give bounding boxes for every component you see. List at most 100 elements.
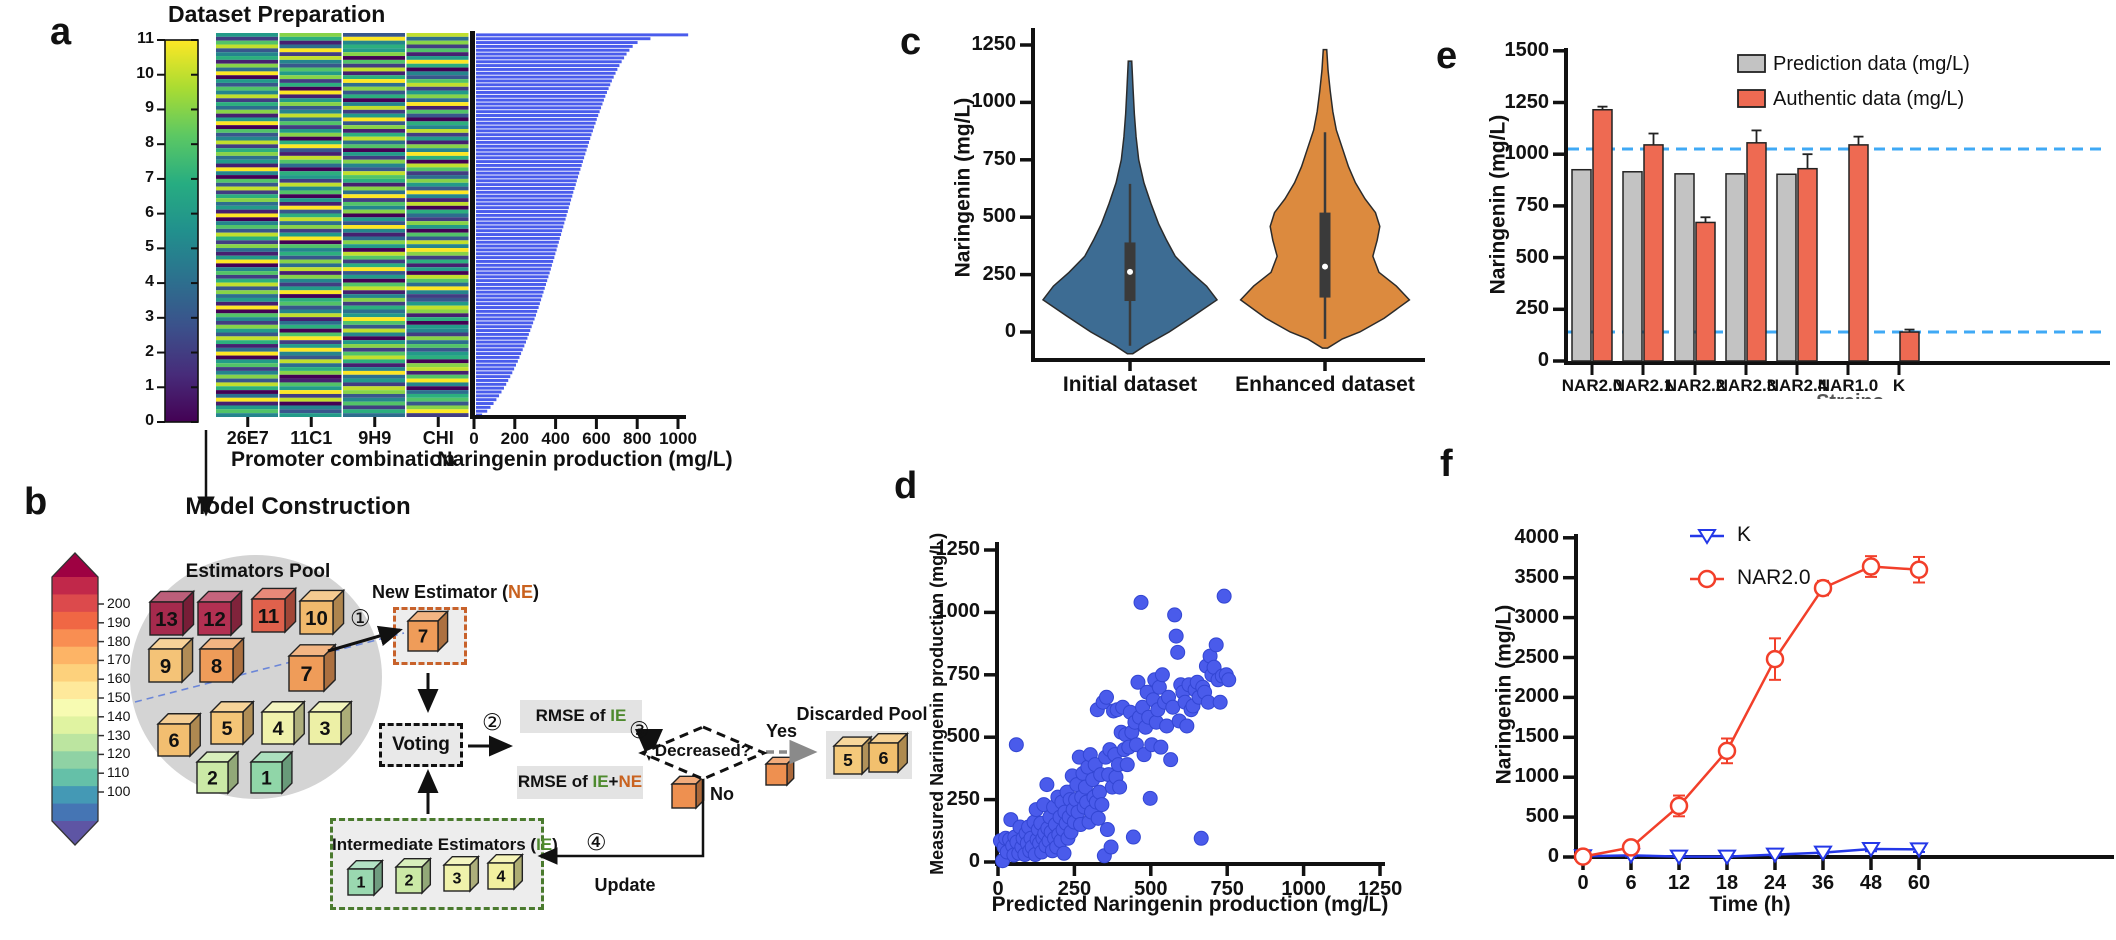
violin-category-label: Initial dataset [1062,373,1198,396]
flines-y-tick-label: 4000 [1514,525,1560,548]
colorbar-tick-label: 7 [145,168,154,186]
flines-y-tick-label: 3500 [1514,565,1560,588]
colorbar-tick-label: 11 [137,30,154,47]
spectral-tick-label: 200 [107,595,131,611]
scatter-y-tick-label: 750 [946,662,980,685]
flines-x-tick-label: 48 [1859,872,1883,894]
ebars-category-label: K [1892,376,1906,395]
spectral-tick-label: 140 [107,707,131,724]
colorbar-tick-label: 10 [136,64,154,82]
flines-y-tick-label: 1500 [1514,725,1560,748]
heatmap-col-label: 9H9 [358,428,392,448]
scatter-x-tick-label: 750 [1210,878,1244,900]
barchart-x-tick-label: 400 [541,429,570,448]
barchart-x-tick-label: 1000 [659,429,697,448]
scatter-x-tick-label: 0 [992,878,1004,900]
flines-y-tick-label: 3000 [1514,605,1560,628]
spectral-tick-label: 100 [107,783,131,799]
scatter-y-tick-label: 0 [968,850,980,872]
flines-x-tick-label: 0 [1577,872,1589,894]
legend-k-label: K [1737,523,1752,546]
scatter-x-tick-label: 250 [1057,878,1092,900]
flines-x-tick-label: 36 [1811,872,1835,894]
violin-y-tick-label: 0 [1004,320,1016,342]
barchart-x-tick-label: 600 [582,429,611,448]
ebars-category-label: NAR2.0 [1561,376,1623,395]
panel-c-letter: c [900,21,922,63]
step-3-badge: ③ [629,717,650,743]
colorbar-tick-label: 4 [145,273,154,291]
no-label: No [710,784,734,804]
intermediate-estimators-title: Intermediate Estimators (IE) [332,835,558,854]
violin-y-tick-label: 1250 [971,33,1017,55]
flines-x-tick-label: 60 [1907,872,1931,894]
flines-x-tick-label: 6 [1625,872,1637,894]
ebars-y-tick-label: 1500 [1504,38,1550,61]
colorbar-tick-label: 2 [145,342,154,360]
flines-x-tick-label: 18 [1715,872,1739,894]
spectral-tick-label: 130 [107,726,131,743]
ebars-y-tick-label: 250 [1515,297,1549,320]
ebars-y-tick-label: 750 [1515,193,1549,216]
discarded-pool-title: Discarded Pool [796,704,928,724]
legend-authentic-label: Authentic data (mg/L) [1773,88,1965,110]
new-estimator-title: New Estimator (NE) [372,582,540,602]
flines-y-tick-label: 500 [1525,805,1559,828]
flines-y-tick-label: 1000 [1514,765,1560,788]
panel-e-xlabel-clipped: Strains [1790,391,1910,399]
step-4-badge: ④ [586,829,607,855]
step-1-badge: ① [350,605,371,631]
scatter-x-tick-label: 1000 [1281,878,1326,900]
ebars-category-label: NAR2.2 [1664,376,1726,395]
heatmap-col-label: 26E7 [226,428,269,448]
barchart-x-tick-label: 0 [469,429,479,448]
panel-d-letter: d [894,465,918,507]
voting-label: Voting [392,733,450,755]
violin-category-label: Enhanced dataset [1235,373,1415,396]
heatmap-col-label: CHI [422,428,454,448]
colorbar-tick-label: 5 [145,238,154,256]
violin-y-tick-label: 250 [982,262,1016,285]
ebars-y-tick-label: 500 [1515,245,1549,268]
scatter-x-tick-label: 1250 [1357,878,1403,900]
ebars-y-tick-label: 0 [1537,349,1549,371]
spectral-tick-label: 190 [107,613,131,630]
spectral-tick-label: 150 [107,689,131,705]
decision-label: Decreased? [654,741,752,760]
estimators-pool-title: Estimators Pool [185,561,331,582]
scatter-x-tick-label: 500 [1134,878,1168,900]
flines-x-tick-label: 12 [1667,872,1691,894]
barchart-x-tick-label: 800 [623,429,652,448]
scatter-y-tick-label: 1250 [935,538,981,560]
flines-y-tick-label: 2000 [1514,685,1560,708]
rmse-ie-label: RMSE of IE [535,706,627,726]
spectral-tick-label: 120 [107,745,131,762]
violin-y-tick-label: 500 [982,205,1016,228]
panel-f-xlabel: Time (h) [1709,893,1791,916]
violin-y-tick-label: 750 [982,147,1016,170]
colorbar-tick-label: 8 [145,134,154,152]
spectral-tick-label: 180 [107,632,131,649]
spectral-tick-label: 170 [107,651,131,668]
panel-a-letter: a [50,11,72,53]
spectral-tick-label: 160 [107,670,131,687]
spectral-tick-label: 110 [107,764,130,781]
step-2-badge: ② [482,709,503,735]
yes-label: Yes [766,721,798,741]
flines-y-tick-label: 2500 [1514,645,1560,668]
legend-nar20-label: NAR2.0 [1737,566,1811,589]
ebars-category-label: NAR2.1 [1612,376,1674,395]
colorbar-tick-label: 1 [145,377,154,395]
scatter-y-tick-label: 500 [946,725,980,748]
barchart-x-tick-label: 200 [500,429,529,448]
panel-b-title: Model Construction [185,493,411,520]
scatter-y-tick-label: 250 [946,787,980,810]
ebars-category-label: NAR2.3 [1715,376,1777,395]
legend-prediction-label: Prediction data (mg/L) [1773,53,1970,75]
panel-a-bars-xlabel: Naringenin production (mg/L) [437,448,733,471]
scatter-y-tick-label: 1000 [935,600,981,623]
flines-y-tick-label: 0 [1547,845,1559,867]
